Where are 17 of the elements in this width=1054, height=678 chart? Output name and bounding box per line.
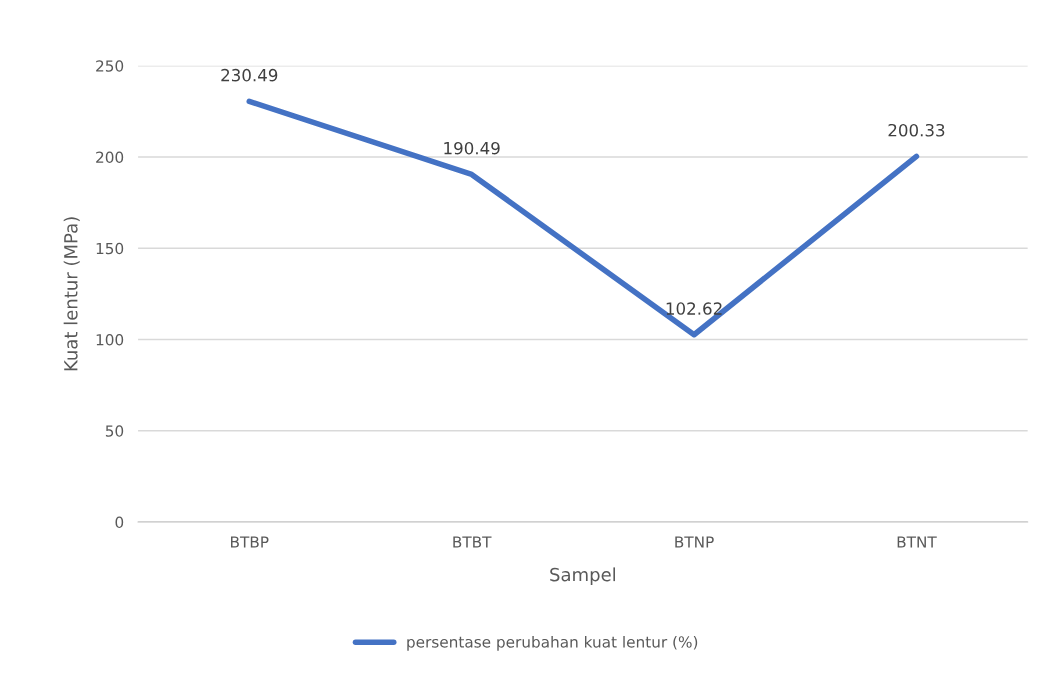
x-tick-label: BTNP xyxy=(675,536,714,548)
y-tick-label: 250 xyxy=(96,60,124,72)
y-tick-label: 50 xyxy=(105,425,124,437)
x-tick-label: BTBP xyxy=(231,536,269,548)
data-label: 190.49 xyxy=(444,141,500,155)
data-label: 200.33 xyxy=(888,123,945,137)
y-tick-label: 200 xyxy=(96,151,124,164)
legend-label: persentase perubahan kuat lentur (%) xyxy=(407,635,698,651)
y-tick-label: 100 xyxy=(96,334,124,346)
data-label: 230.49 xyxy=(221,68,278,82)
y-tick-label: 150 xyxy=(96,242,124,255)
data-label: 102.62 xyxy=(666,302,722,315)
y-axis-title: Kuat lentur (MPa) xyxy=(63,217,80,371)
x-tick-label: BTBT xyxy=(453,536,492,548)
y-tick-label: 0 xyxy=(115,516,124,529)
x-axis-title: Sampel xyxy=(550,567,616,585)
x-tick-label: BTNT xyxy=(897,536,937,548)
